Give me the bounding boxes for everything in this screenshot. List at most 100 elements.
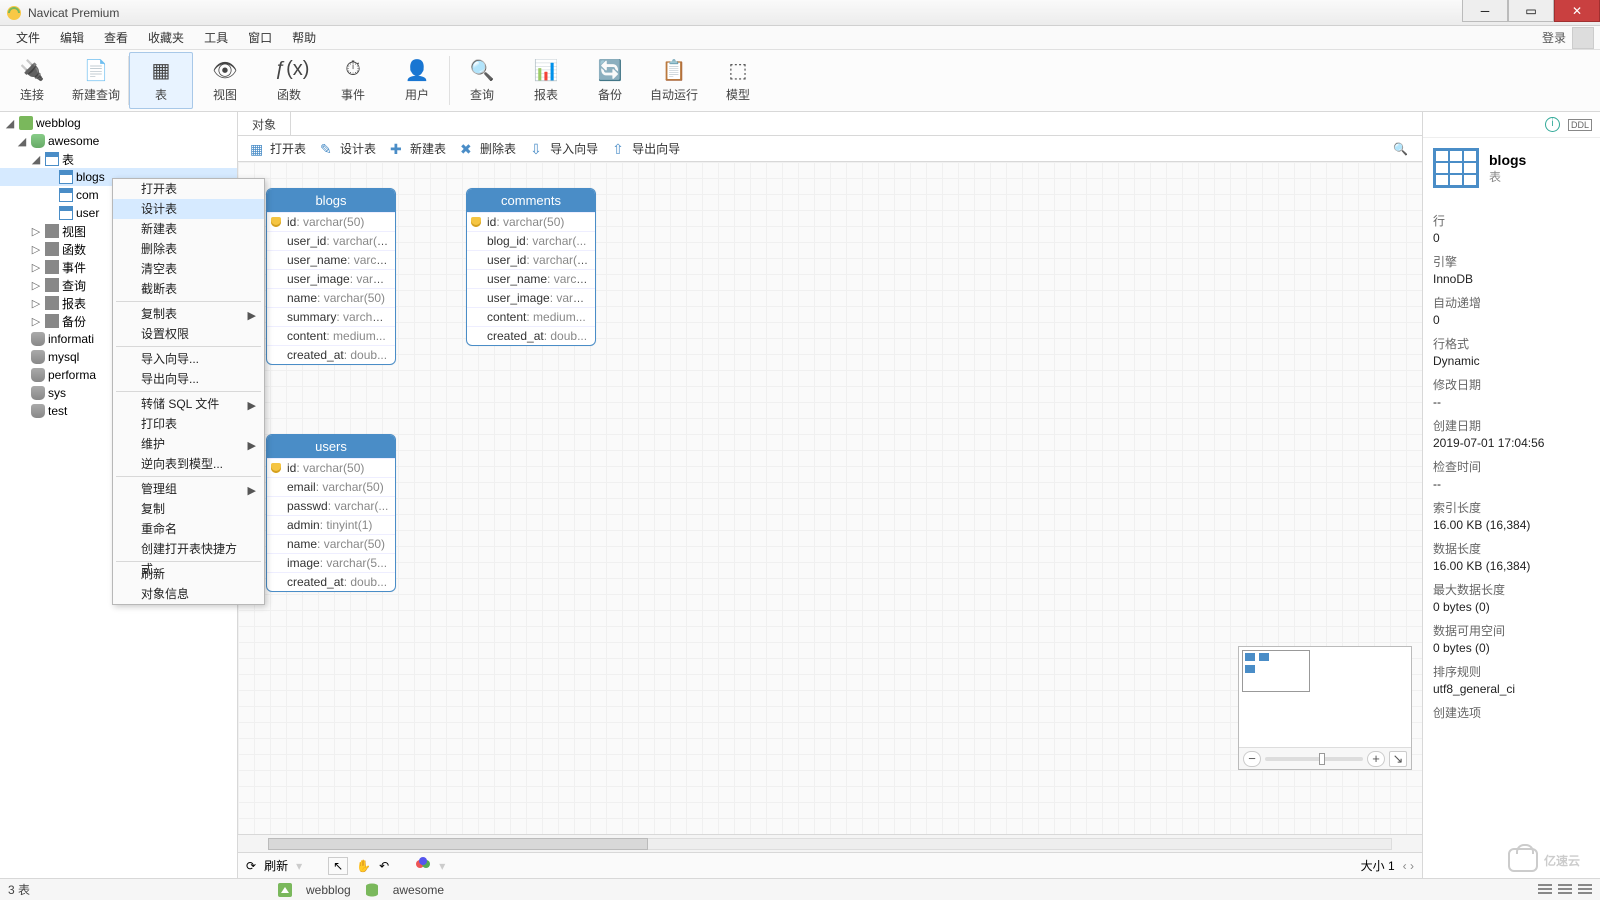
ctx-维护[interactable]: 维护▶	[113, 434, 264, 454]
hand-tool-icon[interactable]: ✋	[356, 859, 371, 873]
ctx-创建打开表快捷方式...[interactable]: 创建打开表快捷方式...	[113, 539, 264, 559]
login-link[interactable]: 登录	[1542, 29, 1566, 46]
zoom-out-button[interactable]: −	[1243, 751, 1261, 767]
refresh-label[interactable]: 刷新	[264, 857, 288, 874]
prop-value: 0	[1433, 231, 1590, 245]
ctx-删除表[interactable]: 删除表	[113, 239, 264, 259]
ctx-打印表[interactable]: 打印表	[113, 414, 264, 434]
menu-文件[interactable]: 文件	[6, 26, 50, 49]
entity-comments[interactable]: commentsid: varchar(50)blog_id: varchar(…	[466, 188, 596, 346]
main-panel: 对象 ▦打开表✎设计表✚新建表✖删除表⇩导入向导⇧导出向导 🔍 usersid: …	[238, 112, 1422, 878]
toolbar-模型[interactable]: ⬚模型	[706, 50, 770, 111]
ctx-设计表[interactable]: 设计表	[113, 199, 264, 219]
view-mode-1-icon[interactable]	[1538, 884, 1552, 896]
toolbar-用户[interactable]: 👤用户	[385, 50, 449, 111]
navigator-collapse-button[interactable]: ↘	[1389, 751, 1407, 767]
subtool-导入向导[interactable]: ⇩导入向导	[524, 138, 604, 159]
entity-users[interactable]: usersid: varchar(50)email: varchar(50)pa…	[266, 434, 396, 592]
subtool-导出向导[interactable]: ⇧导出向导	[606, 138, 686, 159]
ctx-导入向导...[interactable]: 导入向导...	[113, 349, 264, 369]
menu-工具[interactable]: 工具	[194, 26, 238, 49]
prop-key: 创建日期	[1433, 417, 1590, 434]
ctx-对象信息[interactable]: 对象信息	[113, 584, 264, 604]
toolbar-函数[interactable]: ƒ(x)函数	[257, 50, 321, 111]
menu-查看[interactable]: 查看	[94, 26, 138, 49]
maximize-button[interactable]: ▭	[1508, 0, 1554, 22]
ctx-复制[interactable]: 复制	[113, 499, 264, 519]
undo-icon[interactable]: ↶	[379, 859, 389, 873]
prop-key: 检查时间	[1433, 458, 1590, 475]
subtool-删除表[interactable]: ✖删除表	[454, 138, 522, 159]
ctx-清空表[interactable]: 清空表	[113, 259, 264, 279]
app-logo-icon	[6, 5, 22, 21]
menu-收藏夹[interactable]: 收藏夹	[138, 26, 194, 49]
menu-编辑[interactable]: 编辑	[50, 26, 94, 49]
ddl-icon[interactable]: DDL	[1568, 119, 1592, 131]
ctx-导出向导...[interactable]: 导出向导...	[113, 369, 264, 389]
ctx-管理组[interactable]: 管理组▶	[113, 479, 264, 499]
toolbar-事件[interactable]: ⏱事件	[321, 50, 385, 111]
prop-value: 0 bytes (0)	[1433, 641, 1590, 655]
view-mode-3-icon[interactable]	[1578, 884, 1592, 896]
close-button[interactable]: ✕	[1554, 0, 1600, 22]
avatar-icon[interactable]	[1572, 27, 1594, 49]
ctx-截断表[interactable]: 截断表	[113, 279, 264, 299]
subtool-设计表[interactable]: ✎设计表	[314, 138, 382, 159]
tree-awesome[interactable]: ◢awesome	[0, 132, 237, 150]
prop-value: Dynamic	[1433, 354, 1590, 368]
status-connection: webblog	[306, 883, 351, 897]
search-icon[interactable]: 🔍	[1385, 142, 1416, 156]
menu-窗口[interactable]: 窗口	[238, 26, 282, 49]
toolbar-视图[interactable]: 👁视图	[193, 50, 257, 111]
prop-value: 16.00 KB (16,384)	[1433, 559, 1590, 573]
prop-key: 创建选项	[1433, 704, 1590, 721]
ctx-转储 SQL 文件[interactable]: 转储 SQL 文件▶	[113, 394, 264, 414]
refresh-icon[interactable]: ⟳	[246, 859, 256, 873]
tabbar: 对象	[238, 112, 1422, 136]
object-toolbar: ▦打开表✎设计表✚新建表✖删除表⇩导入向导⇧导出向导 🔍	[238, 136, 1422, 162]
view-mode-2-icon[interactable]	[1558, 884, 1572, 896]
info-icon[interactable]: i	[1545, 117, 1560, 132]
canvas-footer: ⟳ 刷新 ▾ ↖ ✋ ↶ ▾ 大小 1 ‹ ›	[238, 852, 1422, 878]
subtool-打开表[interactable]: ▦打开表	[244, 138, 312, 159]
ctx-重命名[interactable]: 重命名	[113, 519, 264, 539]
horizontal-scrollbar[interactable]	[238, 834, 1422, 852]
toolbar-自动运行[interactable]: 📋自动运行	[642, 50, 706, 111]
tree-表[interactable]: ◢表	[0, 150, 237, 168]
toolbar-连接[interactable]: 🔌连接	[0, 50, 64, 111]
menu-帮助[interactable]: 帮助	[282, 26, 326, 49]
ctx-复制表[interactable]: 复制表▶	[113, 304, 264, 324]
prop-value: InnoDB	[1433, 272, 1590, 286]
diagram-canvas[interactable]: usersid: varchar(50)email: varchar(50)pa…	[238, 162, 1422, 834]
prop-key: 最大数据长度	[1433, 581, 1590, 598]
ctx-打开表[interactable]: 打开表	[113, 179, 264, 199]
object-type: 表	[1489, 168, 1526, 185]
properties-panel: i DDL blogs 表 行0引擎InnoDB自动递增0行格式Dynamic修…	[1422, 112, 1600, 878]
toolbar-表[interactable]: ▦表	[129, 52, 193, 109]
toolbar-新建查询[interactable]: 📄新建查询	[64, 50, 128, 111]
zoom-slider[interactable]	[1265, 757, 1363, 761]
table-icon	[1433, 148, 1479, 188]
entity-blogs[interactable]: blogsid: varchar(50)user_id: varchar(5..…	[266, 188, 396, 365]
tab-objects[interactable]: 对象	[238, 112, 291, 135]
subtool-新建表[interactable]: ✚新建表	[384, 138, 452, 159]
toolbar-备份[interactable]: 🔄备份	[578, 50, 642, 111]
prop-value: 2019-07-01 17:04:56	[1433, 436, 1590, 450]
zoom-in-button[interactable]: +	[1367, 751, 1385, 767]
navigator-minimap[interactable]: − + ↘	[1238, 646, 1412, 770]
database-icon	[365, 883, 379, 897]
toolbar-报表[interactable]: 📊报表	[514, 50, 578, 111]
ctx-逆向表到模型...[interactable]: 逆向表到模型...	[113, 454, 264, 474]
cursor-tool-icon[interactable]: ↖	[328, 857, 348, 875]
statusbar: 3 表 webblog awesome	[0, 878, 1600, 900]
tree-[interactable]: ◢webblog	[0, 114, 237, 132]
ctx-设置权限[interactable]: 设置权限	[113, 324, 264, 344]
prop-key: 修改日期	[1433, 376, 1590, 393]
size-label: 大小 1	[1361, 857, 1395, 874]
toolbar-查询[interactable]: 🔍查询	[450, 50, 514, 111]
prop-value: 0	[1433, 313, 1590, 327]
ctx-刷新[interactable]: 刷新	[113, 564, 264, 584]
ctx-新建表[interactable]: 新建表	[113, 219, 264, 239]
color-tool-icon[interactable]	[415, 856, 431, 875]
minimize-button[interactable]: ─	[1462, 0, 1508, 22]
